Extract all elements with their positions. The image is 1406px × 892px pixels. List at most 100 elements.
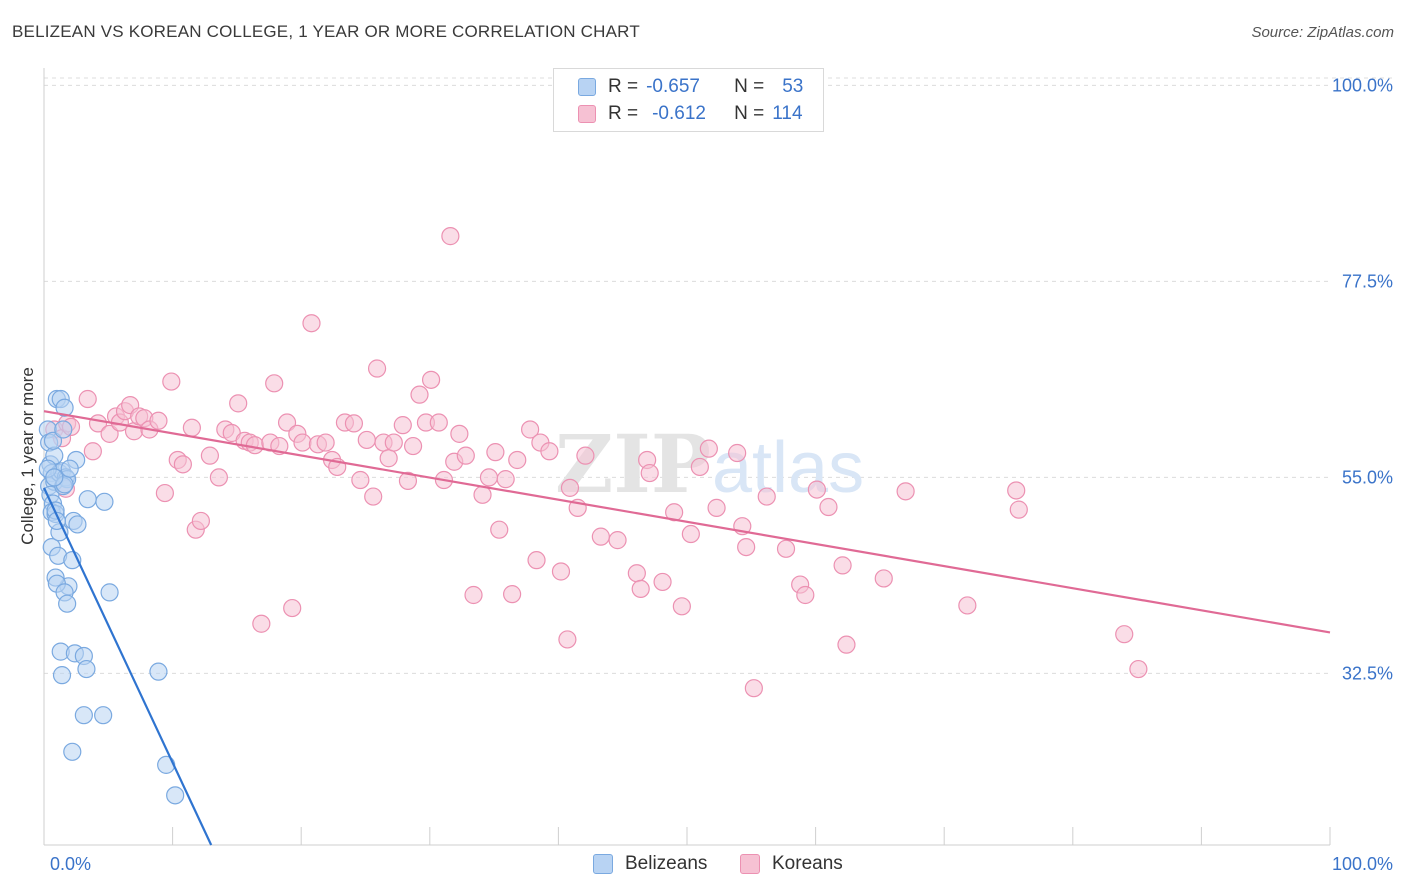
belizean-point xyxy=(52,666,72,685)
korean-point xyxy=(1115,625,1134,644)
korean-point xyxy=(283,598,302,618)
korean-point xyxy=(690,457,709,477)
korean-point xyxy=(558,630,577,649)
legend-swatch-koreans xyxy=(578,105,596,123)
korean-point xyxy=(464,585,483,605)
bottom-legend-koreans: Koreans xyxy=(740,852,843,876)
korean-point xyxy=(344,414,364,433)
korean-point xyxy=(155,483,174,503)
belizean-point xyxy=(100,583,119,602)
korean-point xyxy=(551,562,571,581)
korean-point xyxy=(473,485,492,504)
korean-point xyxy=(874,569,893,588)
x-tick-label-min: 0.0% xyxy=(50,854,91,874)
korean-point xyxy=(357,430,376,450)
korean-point xyxy=(441,227,460,246)
belizean-point xyxy=(78,490,97,509)
watermark: ZIP atlas xyxy=(555,417,864,511)
bottom-legend-label-koreans: Koreans xyxy=(772,853,843,874)
trend-lines xyxy=(43,410,1331,846)
korean-trend-line xyxy=(43,410,1331,634)
korean-point xyxy=(367,359,387,378)
korean-point xyxy=(421,370,441,389)
belizean-trend-line xyxy=(43,487,213,846)
correlation-legend: R = -0.657 N = 53 R = -0.612 N = 114 xyxy=(553,68,824,132)
korean-point xyxy=(591,527,610,546)
korean-point xyxy=(182,418,201,437)
korean-point xyxy=(351,470,370,490)
korean-point xyxy=(819,497,838,517)
korean-point xyxy=(456,446,475,465)
korean-point xyxy=(640,463,659,483)
belizean-point xyxy=(43,431,63,450)
korean-point xyxy=(757,487,776,506)
legend-n-label: N = xyxy=(734,103,765,124)
korean-point xyxy=(560,478,580,497)
korean-point xyxy=(490,520,509,539)
legend-n-value: 114 xyxy=(772,103,803,124)
belizean-point xyxy=(60,459,79,478)
korean-point xyxy=(209,468,228,487)
y-axis-label: College, 1 year or more xyxy=(18,367,37,545)
korean-point xyxy=(410,385,429,404)
korean-point xyxy=(796,585,815,605)
korean-point xyxy=(521,420,540,439)
korean-point xyxy=(398,471,418,490)
legend-swatch-belizeans xyxy=(578,78,596,96)
y-tick-label: 55.0% xyxy=(1342,467,1393,487)
korean-point xyxy=(608,531,627,550)
korean-point xyxy=(576,446,595,465)
belizean-point xyxy=(55,398,74,417)
korean-point xyxy=(737,537,756,557)
korean-point xyxy=(508,450,527,470)
legend-r-value: -0.612 xyxy=(652,103,706,124)
legend-n-label: N = xyxy=(734,76,765,97)
korean-point xyxy=(450,424,469,443)
y-tick-label: 100.0% xyxy=(1332,75,1393,95)
bottom-legend-swatch-koreans xyxy=(740,854,760,874)
legend-row-belizeans: R = -0.657 N = 53 xyxy=(578,75,803,99)
legend-r-value: -0.657 xyxy=(646,76,700,97)
korean-point xyxy=(627,564,646,583)
korean-point xyxy=(699,439,718,458)
korean-point xyxy=(1009,500,1028,519)
belizean-point xyxy=(54,420,73,439)
korean-point xyxy=(479,468,499,487)
korean-point xyxy=(229,394,248,413)
korean-point xyxy=(384,433,403,452)
korean-point xyxy=(302,314,321,333)
korean-point xyxy=(1129,659,1148,679)
y-tick-label: 32.5% xyxy=(1342,663,1393,683)
korean-point xyxy=(776,539,796,558)
korean-point xyxy=(672,597,691,616)
korean-point xyxy=(364,487,383,506)
korean-point xyxy=(173,455,192,474)
bottom-legend-swatch-belizeans xyxy=(593,854,613,874)
belizean-point xyxy=(94,706,113,725)
x-tick-label-max: 100.0% xyxy=(1332,854,1393,874)
korean-point xyxy=(316,433,335,452)
korean-point xyxy=(393,416,412,435)
watermark-zip: ZIP xyxy=(555,417,711,511)
korean-point xyxy=(265,374,284,393)
korean-point xyxy=(277,413,297,432)
gridlines xyxy=(44,77,1393,674)
bottom-legend-belizeans: Belizeans xyxy=(593,852,707,876)
belizean-point xyxy=(68,515,87,534)
watermark-atlas: atlas xyxy=(712,428,864,508)
korean-point xyxy=(293,433,312,452)
korean-point xyxy=(631,579,650,599)
korean-point xyxy=(837,635,856,654)
belizean-point xyxy=(157,755,176,774)
legend-n-value: 53 xyxy=(782,76,804,97)
korean-points xyxy=(45,227,1148,698)
legend-r-label: R = xyxy=(608,76,639,97)
korean-point xyxy=(496,470,515,489)
belizean-point xyxy=(63,742,82,761)
bottom-legend-label-belizeans: Belizeans xyxy=(625,853,708,874)
belizean-point xyxy=(95,492,114,511)
y-tick-label: 77.5% xyxy=(1342,271,1393,291)
korean-point xyxy=(200,446,219,465)
belizean-point xyxy=(77,659,96,679)
